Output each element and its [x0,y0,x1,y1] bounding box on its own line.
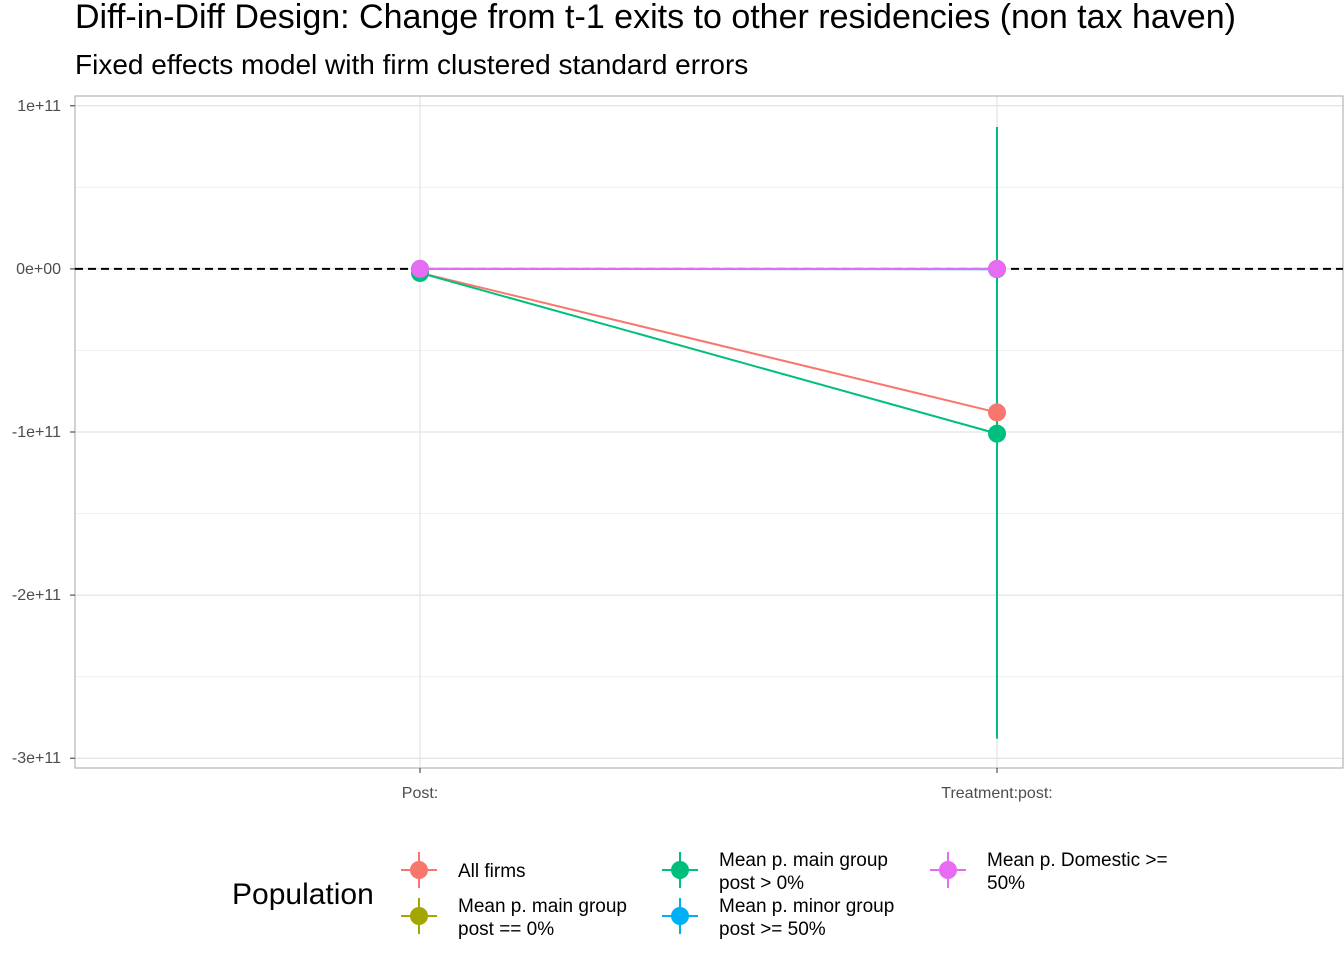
legend-key-point [410,861,428,879]
x-axis: Post: Treatment:post: [402,768,1053,802]
data-point [411,259,429,278]
series-line [419,272,998,435]
data-point [988,403,1006,422]
series-layer [75,126,1343,739]
legend-key-point [410,907,428,925]
legend-label: post == 0% [458,919,554,940]
y-tick-label: 0e+00 [16,261,61,278]
legend-label: Mean p. Domestic >= [987,850,1168,871]
legend-key-point [671,907,689,925]
y-tick-label: 1e+11 [17,98,61,115]
legend-key-point [671,861,689,879]
legend-item: All firms [401,852,526,888]
legend-label: post >= 50% [719,919,826,940]
legend-label: 50% [987,873,1025,894]
legend-label: Mean p. main group [719,850,888,871]
data-point [988,259,1006,278]
x-tick-label: Treatment:post: [941,785,1052,802]
chart-title: Diff-in-Diff Design: Change from t-1 exi… [75,0,1236,36]
legend-label: Mean p. main group [458,896,627,917]
legend-label: post > 0% [719,873,804,894]
y-tick-label: -2e+11 [12,587,61,604]
legend-label: Mean p. minor group [719,896,894,917]
x-tick-label: Post: [402,785,438,802]
chart-subtitle: Fixed effects model with firm clustered … [75,49,748,80]
data-point [988,424,1006,443]
y-tick-label: -1e+11 [12,424,61,441]
y-axis: 1e+11 0e+00 -1e+11 -2e+11 -3e+11 [12,98,75,767]
plot-panel [74,95,1344,769]
legend-item: Mean p. Domestic >=50% [930,850,1168,894]
legend-label: All firms [458,861,526,882]
y-tick-label: -3e+11 [12,750,61,767]
series-line [419,271,998,414]
legend-title: Population [232,878,374,911]
legend-key-point [939,861,957,879]
